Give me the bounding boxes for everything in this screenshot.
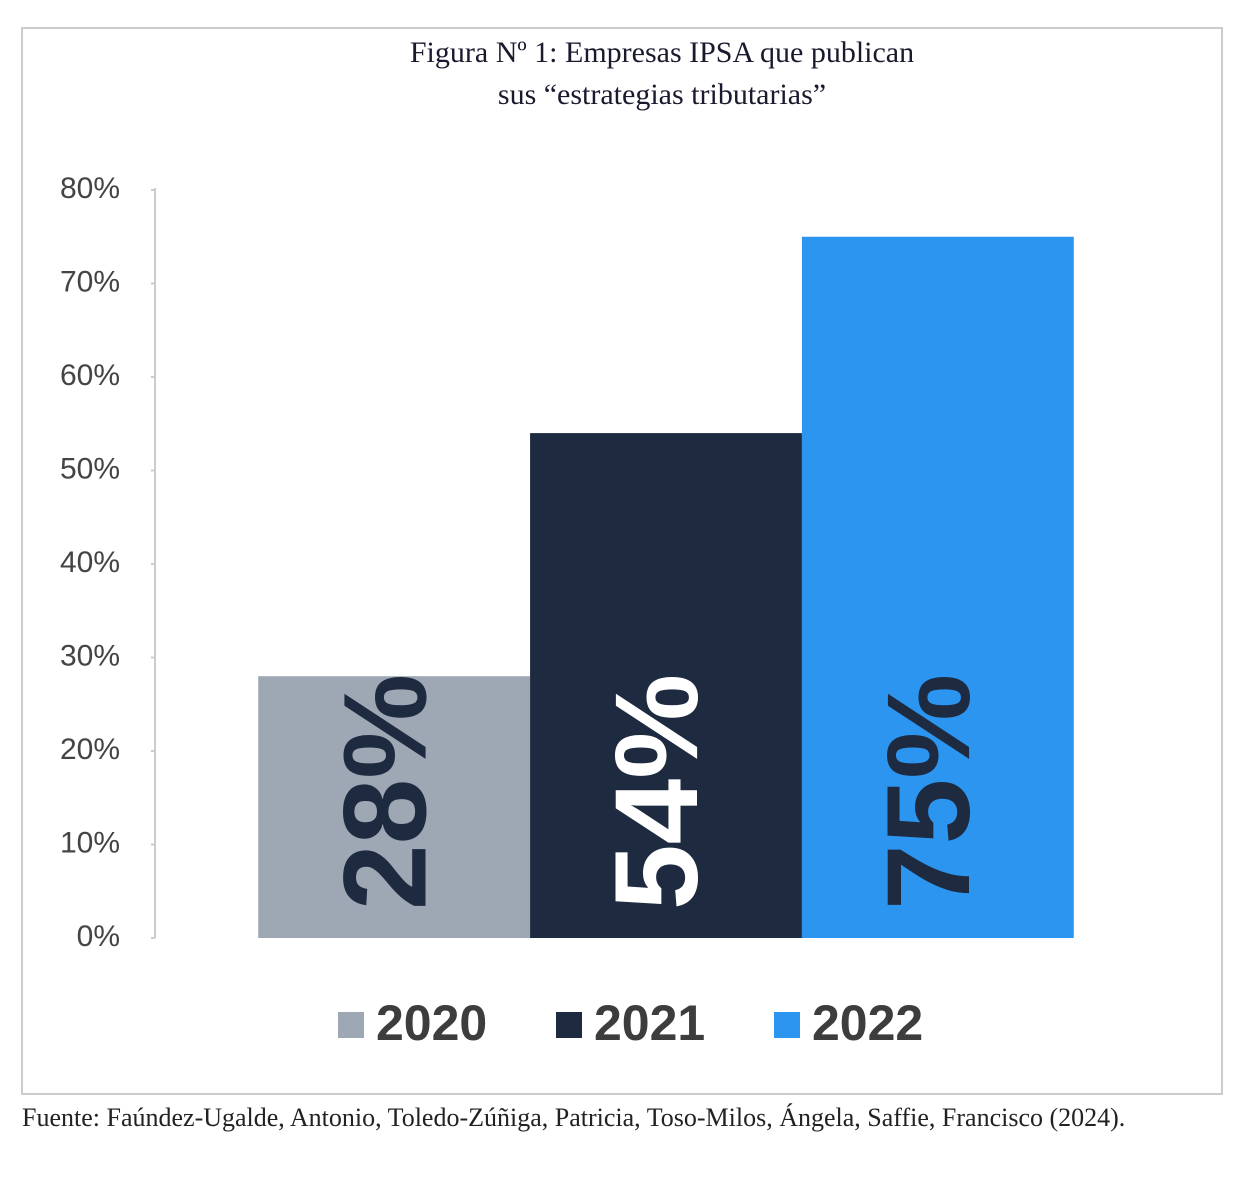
bar — [530, 433, 802, 938]
legend-label: 2022 — [812, 995, 923, 1051]
bar — [801, 236, 1074, 938]
y-tick-label: 60% — [60, 359, 120, 392]
y-tick-label: 30% — [60, 639, 120, 672]
chart-title: Figura Nº 1: Empresas IPSA que publican — [410, 36, 914, 69]
y-tick-label: 50% — [60, 452, 120, 485]
bar — [258, 676, 531, 938]
legend-label: 2020 — [376, 995, 487, 1051]
legend-swatch — [556, 1012, 582, 1038]
legend-label: 2021 — [594, 995, 705, 1051]
value-label: 54% — [591, 674, 723, 910]
y-tick-label: 0% — [77, 920, 120, 953]
y-tick-label: 70% — [60, 265, 120, 298]
y-tick-label: 20% — [60, 733, 120, 766]
legend-swatch — [338, 1012, 364, 1038]
value-label: 28% — [319, 674, 451, 910]
chart-title: sus “estrategias tributarias” — [498, 78, 826, 111]
source-note: Fuente: Faúndez-Ugalde, Antonio, Toledo-… — [22, 1103, 1126, 1132]
chart: Figura Nº 1: Empresas IPSA que publican … — [21, 27, 1223, 1095]
legend-swatch — [774, 1012, 800, 1038]
y-tick-label: 40% — [60, 546, 120, 579]
value-label: 75% — [863, 674, 995, 910]
y-tick-label: 10% — [60, 826, 120, 859]
y-tick-label: 80% — [60, 172, 120, 205]
